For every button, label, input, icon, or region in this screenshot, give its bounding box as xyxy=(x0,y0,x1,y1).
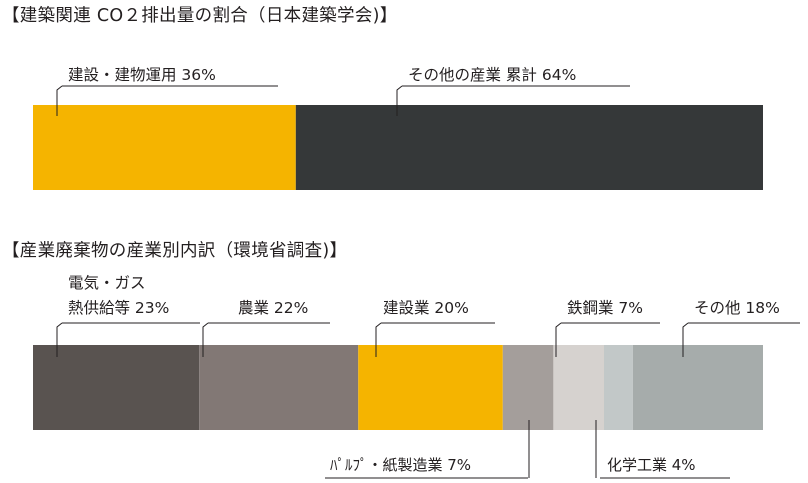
bar-segment-waste-3 xyxy=(502,345,554,430)
bar-label-waste-0-line1: 熱供給等 23% xyxy=(68,299,169,317)
bar-label-co2-0: 建設・建物運用 36% xyxy=(68,66,216,84)
bar-segment-waste-5 xyxy=(603,345,633,430)
chart-title-co2: 【建築関連 CO２排出量の割合（日本建築学会)】 xyxy=(2,6,398,26)
bar-label-waste-1: 農業 22% xyxy=(238,299,308,317)
bar-segment-co2-0 xyxy=(33,105,296,190)
bar-segment-waste-1 xyxy=(199,345,359,430)
bar-label-waste-6: その他 18% xyxy=(694,299,780,317)
bar-label-waste-0-line0: 電気・ガス xyxy=(68,274,146,292)
leader-line-waste-2-v xyxy=(375,322,382,357)
bar-label-waste-2: 建設業 20% xyxy=(383,299,469,317)
leader-line-waste-6-v xyxy=(682,322,689,357)
leader-line-waste-0-v xyxy=(56,322,63,357)
leader-line-co2-0-v xyxy=(56,85,63,116)
bar-label-waste-4: 鉄鋼業 7% xyxy=(567,299,643,317)
bar-segment-waste-6 xyxy=(632,345,763,430)
bar-label-waste-3: ﾊﾟﾙﾌﾟ・紙製造業 7% xyxy=(330,456,471,474)
bar-segment-waste-2 xyxy=(358,345,503,430)
leader-line-waste-4-v xyxy=(555,322,562,357)
bar-segment-waste-0 xyxy=(33,345,200,430)
bar-label-waste-5: 化学工業 4% xyxy=(607,456,696,474)
bar-segment-co2-1 xyxy=(295,105,763,190)
bar-label-co2-1: その他の産業 累計 64% xyxy=(408,66,576,84)
chart-title-industrial-waste: 【産業廃棄物の産業別内訳（環境省調査)】 xyxy=(2,241,348,261)
bar-segment-waste-4 xyxy=(553,345,604,430)
leader-line-waste-1-v xyxy=(202,322,209,357)
leader-line-co2-1-v xyxy=(396,85,403,116)
